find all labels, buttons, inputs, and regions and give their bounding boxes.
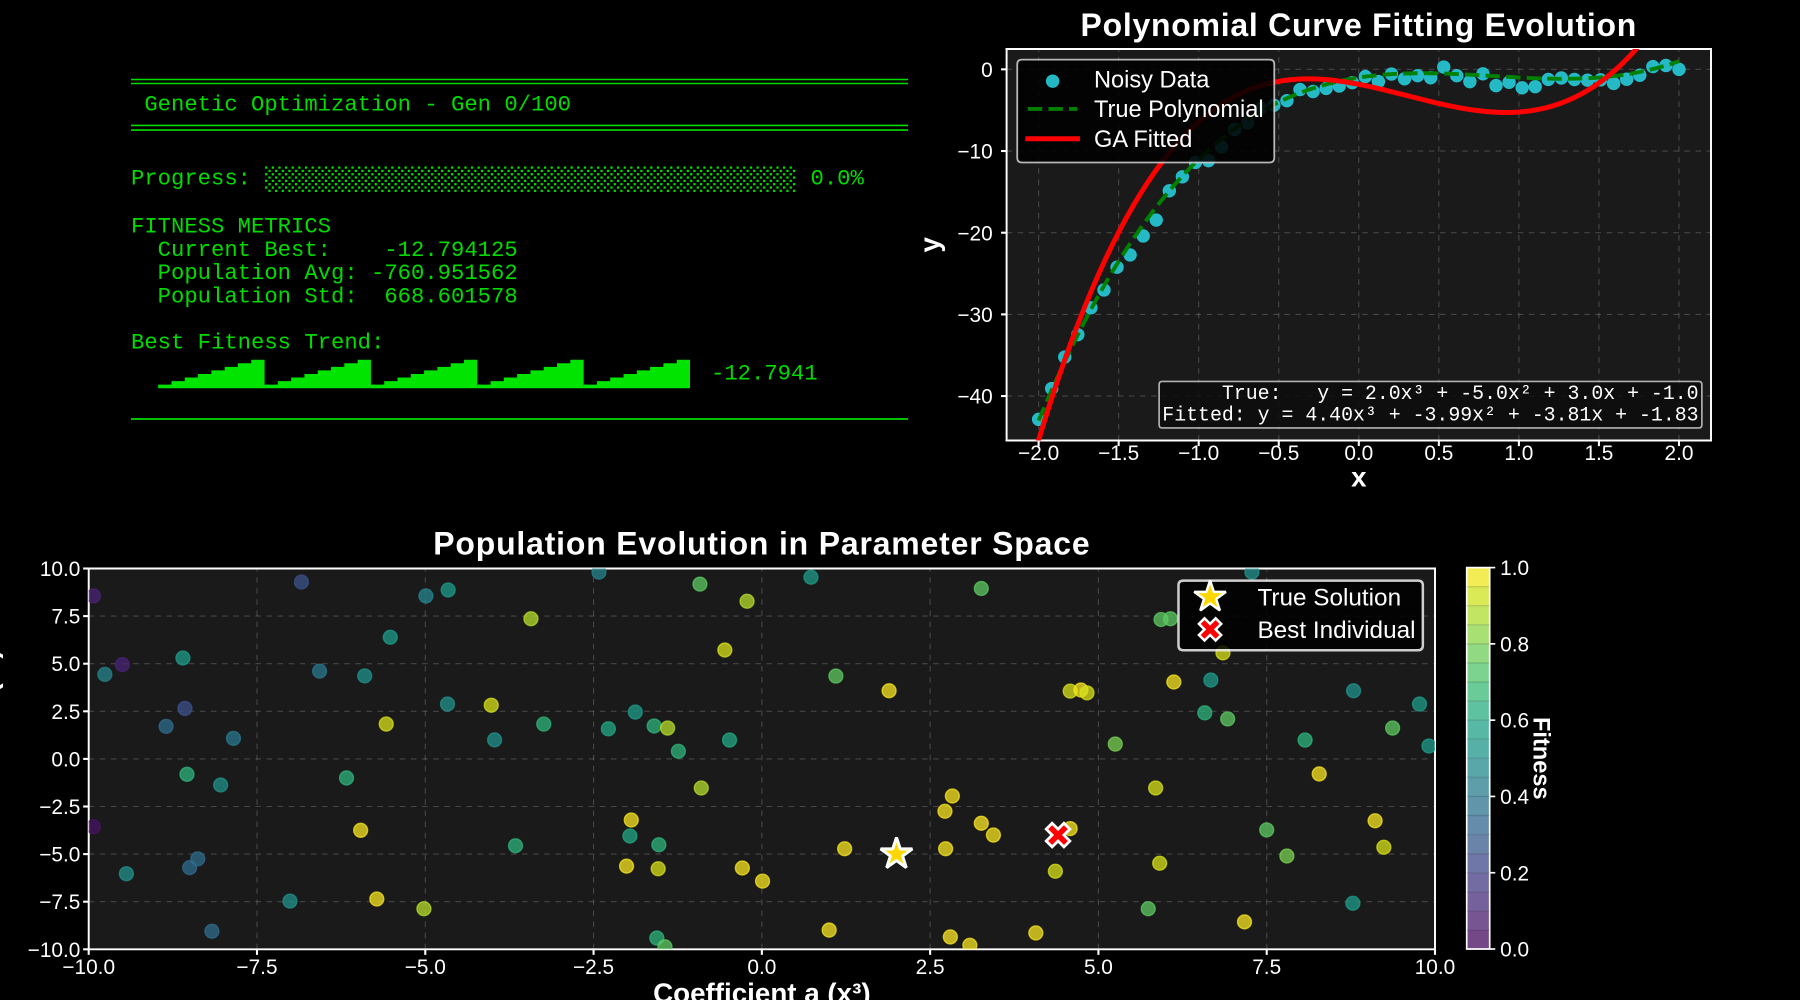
- svg-text:0.2: 0.2: [1500, 862, 1529, 885]
- svg-text:Noisy Data: Noisy Data: [1094, 67, 1210, 93]
- svg-text:−5.0: −5.0: [39, 844, 80, 867]
- svg-text:0.5: 0.5: [1424, 442, 1453, 465]
- svg-text:5.0: 5.0: [1084, 956, 1113, 979]
- svg-text:5.0: 5.0: [51, 653, 80, 676]
- svg-text:Coefficient a (x³): Coefficient a (x³): [653, 978, 871, 1000]
- svg-text:10.0: 10.0: [1415, 956, 1456, 979]
- svg-text:−10.0: −10.0: [28, 939, 81, 962]
- svg-text:−2.5: −2.5: [39, 796, 80, 819]
- svg-text:0.8: 0.8: [1500, 633, 1529, 656]
- svg-text:0.0: 0.0: [1500, 939, 1529, 962]
- svg-text:7.5: 7.5: [1252, 956, 1281, 979]
- svg-text:−1.0: −1.0: [1178, 442, 1219, 465]
- svg-text:7.5: 7.5: [51, 606, 80, 629]
- svg-text:Best Individual: Best Individual: [1257, 617, 1415, 644]
- svg-text:Coefficient b (x²): Coefficient b (x²): [0, 649, 3, 868]
- svg-text:2.5: 2.5: [51, 701, 80, 724]
- svg-text:0.6: 0.6: [1500, 710, 1529, 733]
- svg-text:Population Evolution in Parame: Population Evolution in Parameter Space: [433, 526, 1090, 562]
- svg-text:Best Fitness Trend:: Best Fitness Trend:: [131, 331, 384, 356]
- svg-text:Current Best: -12.794125: Current Best: -12.794125: [131, 238, 518, 263]
- svg-text:0: 0: [981, 59, 993, 82]
- svg-text:10.0: 10.0: [40, 558, 81, 581]
- svg-text:−5.0: −5.0: [405, 956, 446, 979]
- svg-text:GA Fitted: GA Fitted: [1094, 127, 1192, 153]
- svg-text:−2.0: −2.0: [1018, 442, 1059, 465]
- svg-text:0.0%: 0.0%: [811, 167, 865, 192]
- svg-text:0.0: 0.0: [51, 748, 80, 771]
- svg-text:−2.5: −2.5: [573, 956, 614, 979]
- svg-text:2.0: 2.0: [1664, 442, 1693, 465]
- svg-text:1.5: 1.5: [1584, 442, 1613, 465]
- svg-text:−20: −20: [957, 222, 992, 245]
- svg-text:−10.0: −10.0: [62, 956, 115, 979]
- svg-text:FITNESS METRICS: FITNESS METRICS: [131, 215, 331, 240]
- svg-text:0.0: 0.0: [747, 956, 776, 979]
- svg-text:True: y = 2.0x³ + -5.0x² + 3: True: y = 2.0x³ + -5.0x² + 3.0x + -1.0: [1162, 382, 1698, 405]
- svg-text:−30: −30: [957, 304, 992, 327]
- svg-text:2.5: 2.5: [916, 956, 945, 979]
- svg-text:y: y: [914, 236, 945, 252]
- svg-text:0.4: 0.4: [1500, 786, 1529, 809]
- svg-text:x: x: [1351, 461, 1367, 492]
- svg-text:Population Avg: -760.951562: Population Avg: -760.951562: [131, 261, 518, 286]
- svg-text:Fitted: y = 4.40x³ + -3.99x² +: Fitted: y = 4.40x³ + -3.99x² + -3.81x + …: [1162, 404, 1698, 427]
- svg-text:−1.5: −1.5: [1098, 442, 1139, 465]
- svg-text:−7.5: −7.5: [39, 891, 80, 914]
- svg-text:Population Std: 668.601578: Population Std: 668.601578: [131, 284, 518, 309]
- svg-text:−40: −40: [957, 386, 992, 409]
- svg-text:1.0: 1.0: [1504, 442, 1533, 465]
- svg-text:1.0: 1.0: [1500, 557, 1529, 580]
- svg-text:True Polynomial: True Polynomial: [1094, 97, 1264, 123]
- svg-text:-12.7941: -12.7941: [711, 362, 818, 387]
- svg-text:−10: −10: [957, 141, 992, 164]
- svg-text:True Solution: True Solution: [1257, 585, 1401, 612]
- svg-text:Genetic Optimization - Gen 0/1: Genetic Optimization - Gen 0/100: [131, 92, 571, 117]
- svg-text:Polynomial Curve Fitting Evolu: Polynomial Curve Fitting Evolution: [1081, 7, 1638, 43]
- svg-text:−0.5: −0.5: [1258, 442, 1299, 465]
- svg-text:0.0: 0.0: [1344, 442, 1373, 465]
- svg-text:Progress:: Progress:: [131, 167, 251, 192]
- svg-text:Fitness: Fitness: [1527, 717, 1553, 800]
- svg-text:−7.5: −7.5: [236, 956, 277, 979]
